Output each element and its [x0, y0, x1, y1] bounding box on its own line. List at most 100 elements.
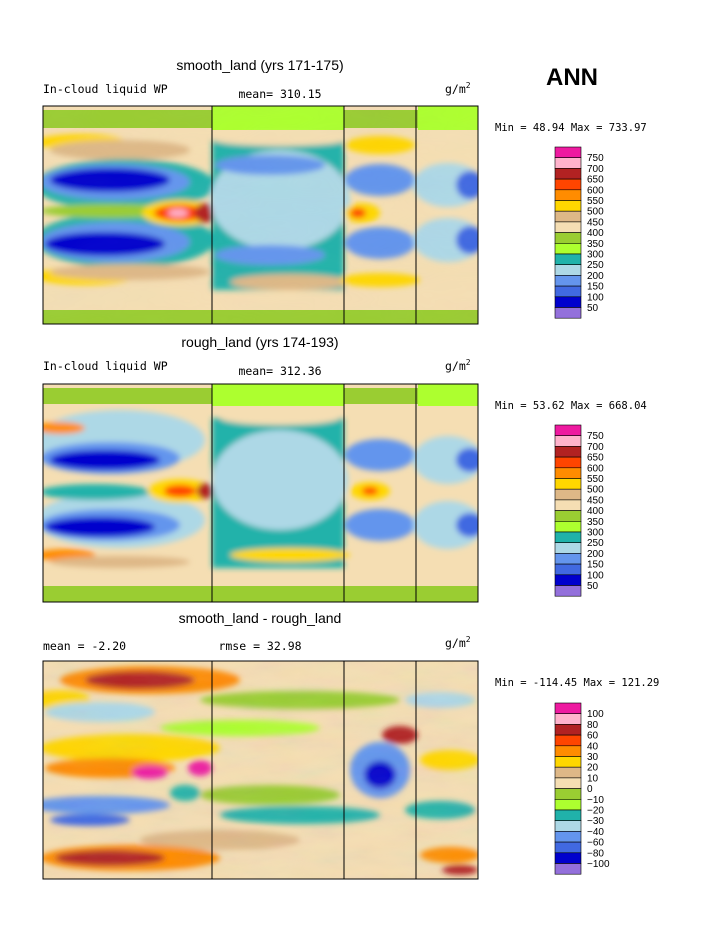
colorbar-tick-label: −40: [587, 827, 604, 838]
colorbar-tick-label: 100: [587, 292, 604, 303]
colorbar-swatch: [554, 307, 582, 319]
colorbar-tick-label: 600: [587, 185, 604, 196]
colorbar-tick-label: 10: [587, 773, 599, 784]
min-max-stats: Min = -114.45 Max = 121.29: [495, 677, 659, 689]
colorbar-swatch: [554, 243, 582, 255]
colorbar-swatch: [554, 841, 582, 854]
colorbar-swatch: [554, 210, 582, 223]
colorbar-swatch: [554, 510, 582, 522]
colorbar-swatch: [554, 275, 582, 287]
season-label: ANN: [546, 64, 598, 91]
colorbar-swatch: [554, 178, 582, 191]
colorbar-tick-label: −10: [587, 795, 604, 806]
colorbar-tick-label: 450: [587, 217, 604, 228]
colorbar-tick-label: 550: [587, 196, 604, 207]
panel-title: smooth_land (yrs 171-175): [176, 57, 343, 73]
colorbar-tick-label: 200: [587, 271, 604, 282]
panel-smooth-land: smooth_land (yrs 171-175) In-cloud liqui…: [42, 57, 647, 325]
colorbar-swatch: [554, 713, 582, 725]
colorbar-tick-label: 150: [587, 560, 604, 571]
colorbar-tick-label: −100: [587, 859, 610, 870]
colorbar-swatch: [554, 863, 582, 875]
colorbar-swatch: [554, 756, 582, 768]
panel-left-label: mean = -2.20: [43, 639, 126, 653]
colorbar-swatch: [554, 221, 582, 233]
colorbar-tick-label: 30: [587, 752, 599, 763]
colorbar-tick-label: 150: [587, 282, 604, 293]
colorbar-tick-label: 80: [587, 720, 599, 731]
colorbar-swatch: [554, 585, 582, 597]
colorbar-tick-label: 40: [587, 741, 599, 752]
panel-title: rough_land (yrs 174-193): [181, 334, 338, 350]
colorbar-tick-label: 450: [587, 495, 604, 506]
colorbar-swatch: [554, 852, 582, 864]
colorbar-tick-label: 700: [587, 442, 604, 453]
colorbar-swatch: [554, 253, 582, 265]
min-max-stats: Min = 53.62 Max = 668.04: [495, 400, 647, 412]
panel-center-label: mean= 310.15: [238, 87, 321, 101]
colorbar-swatch: [554, 435, 582, 447]
colorbar-tick-label: 60: [587, 731, 599, 742]
panel-left-label: In-cloud liquid WP: [43, 82, 168, 96]
colorbar-tick-label: 600: [587, 463, 604, 474]
colorbar-swatch: [554, 285, 582, 298]
colorbar-swatch: [554, 146, 582, 158]
colorbar-tick-label: 750: [587, 153, 604, 164]
colorbar-tick-label: −80: [587, 848, 604, 859]
colorbar-swatch: [554, 702, 582, 714]
colorbar-tick-label: 700: [587, 164, 604, 175]
colorbar-swatch: [554, 531, 582, 543]
colorbar-tick-label: 50: [587, 581, 599, 592]
colorbar-tick-label: 300: [587, 528, 604, 539]
colorbar-tick-label: 400: [587, 228, 604, 239]
colorbar-swatch: [554, 446, 582, 458]
colorbar-swatch: [554, 264, 582, 276]
panel-center-label: rmse = 32.98: [218, 639, 301, 653]
colorbar-tick-label: 50: [587, 303, 599, 314]
colorbar-tick-label: 650: [587, 175, 604, 186]
colorbar-tick-label: 500: [587, 485, 604, 496]
min-max-stats: Min = 48.94 Max = 733.97: [495, 122, 647, 134]
colorbar-swatch: [554, 563, 582, 576]
heatmap-field: [43, 661, 478, 879]
colorbar-tick-label: 500: [587, 207, 604, 218]
colorbar-swatch: [554, 831, 582, 843]
colorbar-swatch: [554, 499, 582, 511]
colorbar-swatch: [554, 521, 582, 533]
colorbar-tick-label: 300: [587, 250, 604, 261]
colorbar-swatch: [554, 200, 582, 212]
colorbar-tick-label: 200: [587, 549, 604, 560]
colorbar-swatch: [554, 734, 582, 747]
units-label: g/m2: [445, 635, 471, 650]
panel-center-label: mean= 312.36: [238, 364, 321, 378]
colorbar-tick-label: 650: [587, 453, 604, 464]
panel-rough-land: rough_land (yrs 174-193) In-cloud liquid…: [42, 334, 647, 603]
colorbar-swatch: [554, 157, 582, 169]
colorbar: 7507006506005505004504003503002502001501…: [554, 424, 604, 597]
colorbar-swatch: [554, 542, 582, 554]
colorbar-tick-label: −60: [587, 838, 604, 849]
heatmap-field: [43, 106, 478, 324]
colorbar-swatch: [554, 799, 582, 811]
colorbar-swatch: [554, 467, 582, 479]
colorbar-swatch: [554, 488, 582, 501]
colorbar-swatch: [554, 189, 582, 201]
colorbar-tick-label: 100: [587, 709, 604, 720]
colorbar-swatch: [554, 424, 582, 436]
colorbar-tick-label: 400: [587, 506, 604, 517]
colorbar-swatch: [554, 766, 582, 779]
colorbar-tick-label: 750: [587, 431, 604, 442]
colorbar-swatch: [554, 478, 582, 490]
colorbar-tick-label: 0: [587, 784, 593, 795]
colorbar-swatch: [554, 820, 582, 832]
colorbar-tick-label: 350: [587, 517, 604, 528]
units-label: g/m2: [445, 81, 471, 96]
colorbar-swatch: [554, 788, 582, 800]
colorbar-tick-label: 350: [587, 239, 604, 250]
colorbar-tick-label: 250: [587, 260, 604, 271]
colorbar-swatch: [554, 456, 582, 469]
colorbar-tick-label: 100: [587, 570, 604, 581]
panel-difference: smooth_land - rough_land mean = -2.20 rm…: [42, 610, 659, 880]
colorbar-tick-label: 550: [587, 474, 604, 485]
